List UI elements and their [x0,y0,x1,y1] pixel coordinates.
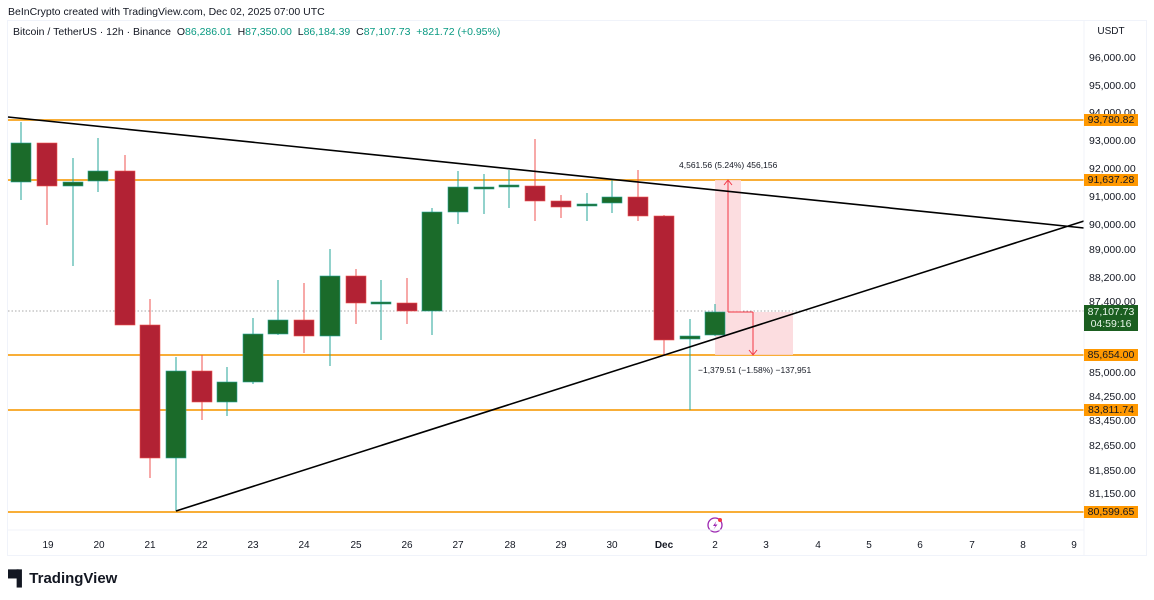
candle [87,138,109,192]
price-tick-label: 81,150.00 [1089,488,1136,500]
candle [139,299,161,478]
tradingview-logo-text: TradingView [29,570,118,587]
open-label: O [176,26,185,38]
time-tick-label: 27 [452,540,464,551]
candle [293,283,315,353]
time-tick-label: 30 [606,540,618,551]
time-tick-label: 29 [555,540,567,551]
time-tick-label: 5 [866,540,872,551]
high-value: 87,350.00 [245,26,292,38]
high-label: H [237,26,246,38]
price-tick-label: 90,000.00 [1089,219,1136,231]
level-price-tag: 80,599.65 [1084,506,1138,518]
candle [345,269,367,324]
candle [524,139,546,221]
time-tick-label: 6 [917,540,923,551]
attribution-text: BeInCrypto created with TradingView.com,… [8,6,325,18]
price-tick-label: 82,650.00 [1089,440,1136,452]
candle [62,158,84,266]
level-price-tag: 85,654.00 [1084,349,1138,361]
candle [704,304,726,336]
price-tick-label: 96,000.00 [1089,52,1136,64]
last-price-tag: 87,107.73 04:59:16 [1084,305,1138,331]
price-tick-label: 81,850.00 [1089,465,1136,477]
price-tick-label: 91,000.00 [1089,191,1136,203]
bar-countdown: 04:59:16 [1090,318,1132,330]
measure-up-label: 4,561.56 (5.24%) 456,156 [679,160,778,170]
candle [10,122,32,200]
measure-down-label: −1,379.51 (−1.58%) −137,951 [698,365,812,375]
time-tick-label: 2 [712,540,718,551]
price-tick-label: 85,000.00 [1089,367,1136,379]
event-icon [707,517,723,533]
measure-down-zone [715,312,793,355]
level-price-tag: 83,811.74 [1084,404,1138,416]
time-tick-label: 19 [42,540,54,551]
measure-tools [715,179,793,356]
time-tick-label: 20 [93,540,105,551]
price-tick-label: 84,250.00 [1089,391,1136,403]
time-tick-label: 26 [401,540,413,551]
candle [114,155,136,326]
candle [601,180,623,213]
descending-trendline [7,116,1085,229]
open-value: 86,286.01 [185,26,232,38]
candle [242,318,264,384]
tradingview-logo-icon: ▀▌ [8,570,27,587]
candle [498,170,520,208]
candle [165,357,187,511]
time-tick-label: 3 [763,540,769,551]
last-price-value: 87,107.73 [1087,306,1135,318]
price-axis-unit: USDT [1097,26,1125,37]
ascending-trendline [175,220,1085,512]
candle [473,174,495,214]
time-tick-label: 8 [1020,540,1026,551]
candle [447,171,469,224]
price-tick-label: 89,000.00 [1089,244,1136,256]
time-tick-label: Dec [654,540,674,551]
change-value: +821.72 (+0.95%) [416,26,501,38]
time-tick-label: 22 [196,540,208,551]
level-price-tag: 93,780.82 [1084,114,1138,126]
horizontal-levels [8,119,1084,513]
low-label: L [297,26,304,38]
candle [370,280,392,340]
time-tick-label: 7 [969,540,975,551]
time-tick-label: 21 [144,540,156,551]
candles [10,122,726,511]
price-tick-label: 83,450.00 [1089,415,1136,427]
price-tick-label: 93,000.00 [1089,135,1136,147]
candle [576,193,598,221]
candle [679,319,701,410]
chart-frame[interactable] [7,20,1147,556]
candle [396,278,418,324]
candle [191,355,213,420]
tradingview-logo[interactable]: ▀▌ TradingView [8,570,117,587]
time-tick-label: 9 [1071,540,1077,551]
low-value: 86,184.39 [303,26,351,38]
candle [267,280,289,335]
price-tick-label: 92,000.00 [1089,163,1136,175]
time-tick-label: 4 [815,540,821,551]
time-tick-label: 23 [247,540,259,551]
candle [216,367,238,416]
symbol-title: Bitcoin / TetherUS · 12h · Binance [13,26,171,38]
price-tick-label: 95,000.00 [1089,80,1136,92]
candle [36,142,58,225]
level-price-tag: 91,637.28 [1084,174,1138,186]
time-tick-label: 28 [504,540,516,551]
time-tick-label: 25 [350,540,362,551]
candle [319,249,341,366]
price-tick-label: 88,200.00 [1089,272,1136,284]
candle [550,195,572,218]
close-label: C [356,26,364,38]
candle [421,208,443,335]
time-tick-label: 24 [298,540,310,551]
candle [653,215,675,355]
candle [627,170,649,221]
close-value: 87,107.73 [363,26,411,38]
symbol-legend: Bitcoin / TetherUS · 12h · Binance O86,2… [13,26,500,38]
